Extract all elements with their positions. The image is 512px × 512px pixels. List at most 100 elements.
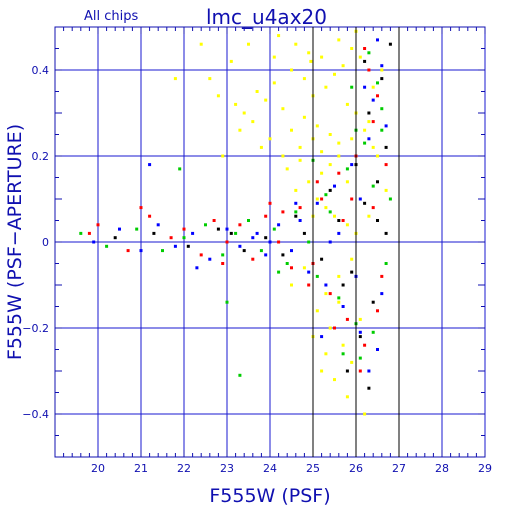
data-point <box>247 42 250 46</box>
series-1 <box>113 42 392 390</box>
data-point <box>152 231 156 235</box>
data-point <box>320 369 324 373</box>
data-point <box>294 214 298 218</box>
data-point <box>337 141 341 145</box>
data-point <box>290 266 293 270</box>
data-point <box>290 249 293 253</box>
data-point <box>350 360 354 364</box>
data-point <box>324 292 328 296</box>
data-point <box>285 262 289 265</box>
data-point <box>225 227 229 231</box>
data-point <box>290 283 293 287</box>
x-axis-title: F555W (PSF) <box>209 485 330 507</box>
data-point <box>337 300 341 304</box>
data-point <box>234 102 238 106</box>
data-point <box>358 369 362 373</box>
data-point <box>264 253 268 257</box>
data-point <box>225 240 229 244</box>
data-point <box>363 412 367 416</box>
data-point <box>139 249 143 253</box>
data-point <box>350 257 354 261</box>
data-point <box>358 197 362 201</box>
data-point <box>367 111 371 115</box>
data-point <box>380 274 384 278</box>
data-point <box>251 120 255 124</box>
data-point <box>251 236 255 240</box>
data-point <box>307 283 311 287</box>
data-point <box>272 81 276 85</box>
data-point <box>302 115 306 119</box>
data-point <box>384 124 388 128</box>
data-point <box>350 270 354 274</box>
data-point <box>341 352 345 356</box>
data-point <box>376 309 379 313</box>
data-point <box>298 219 302 222</box>
data-point <box>345 369 349 373</box>
data-point <box>191 231 195 235</box>
data-point <box>178 167 182 171</box>
data-point <box>294 188 298 192</box>
data-point <box>139 206 143 210</box>
data-point <box>371 85 375 89</box>
data-point <box>221 154 225 158</box>
data-point <box>384 262 388 265</box>
data-point <box>92 240 96 244</box>
data-point <box>337 171 341 175</box>
data-point <box>307 270 311 274</box>
data-point <box>186 244 190 248</box>
data-point <box>371 184 375 188</box>
data-point <box>126 249 130 253</box>
data-point <box>294 42 298 46</box>
y-tick-label: −0.4 <box>22 408 49 421</box>
data-point <box>371 98 375 102</box>
data-point <box>216 94 220 98</box>
data-point <box>87 231 91 235</box>
data-point <box>105 244 109 248</box>
data-point <box>307 240 311 244</box>
data-point <box>376 180 379 184</box>
data-point <box>380 64 384 68</box>
data-point <box>285 167 289 171</box>
x-tick-label: 27 <box>392 462 406 475</box>
data-point <box>358 335 362 339</box>
data-point <box>363 343 367 347</box>
data-point <box>290 128 293 132</box>
data-point <box>328 326 332 330</box>
data-point <box>380 77 384 81</box>
data-point <box>384 163 388 167</box>
data-point <box>337 231 341 235</box>
data-point <box>259 145 263 149</box>
data-point <box>135 227 139 231</box>
data-point <box>384 231 388 235</box>
data-point <box>234 231 238 235</box>
data-point <box>290 68 293 72</box>
data-point <box>328 163 332 167</box>
data-point <box>345 223 349 227</box>
data-point <box>350 85 354 89</box>
data-point <box>345 395 349 399</box>
data-point <box>328 188 332 192</box>
data-point <box>315 201 319 205</box>
data-point <box>324 193 328 197</box>
chart-title: lmc_u4ax20 <box>206 5 327 29</box>
y-tick-labels: −0.4 −0.2 0 0.2 0.4 <box>22 64 49 421</box>
data-point <box>341 343 345 347</box>
data-point <box>229 231 233 235</box>
data-point <box>367 120 371 124</box>
data-point <box>384 188 388 192</box>
data-point <box>363 201 367 205</box>
data-point <box>208 77 212 81</box>
data-point <box>309 59 313 63</box>
data-point <box>341 305 345 308</box>
data-point <box>204 223 207 227</box>
data-point <box>320 55 324 59</box>
data-point <box>277 34 281 38</box>
data-point <box>376 154 379 158</box>
data-point <box>307 180 311 184</box>
chart-subtitle: All chips <box>84 9 138 24</box>
data-point <box>182 227 186 231</box>
data-point <box>328 240 332 244</box>
data-point <box>320 171 324 175</box>
data-point <box>113 236 117 240</box>
data-point <box>345 167 349 171</box>
